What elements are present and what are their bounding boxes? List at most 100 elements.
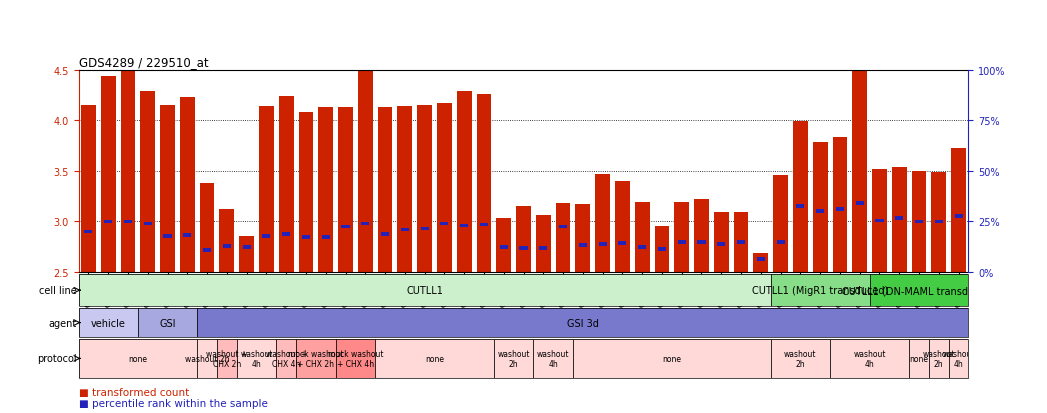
Bar [576,205,591,273]
Bar [79,309,138,337]
Bar [895,217,904,221]
Bar [183,233,192,237]
Text: ■ percentile rank within the sample: ■ percentile rank within the sample [79,399,267,408]
Text: washout
4h: washout 4h [853,349,886,368]
Bar [737,240,745,244]
Bar [79,275,771,306]
Bar [375,339,494,378]
Bar [714,213,729,273]
Bar [79,339,197,378]
Bar [852,47,867,273]
Bar [296,339,336,378]
Bar [120,71,135,273]
Text: washout
2h: washout 2h [922,349,955,368]
Bar [163,234,172,238]
Bar [654,226,669,273]
Bar [773,176,788,273]
Bar [417,106,432,273]
Bar [638,245,646,249]
Text: CUTLL1 (DN-MAML transduced): CUTLL1 (DN-MAML transduced) [842,285,996,295]
Text: none: none [663,354,682,363]
Bar [243,245,250,249]
Text: washout +
CHX 4h: washout + CHX 4h [266,349,307,368]
Text: cell line: cell line [39,285,76,295]
Bar [556,204,571,273]
Bar [197,339,217,378]
Bar [101,76,115,273]
Bar [734,213,749,273]
Bar [599,242,606,246]
Bar [318,108,333,273]
Bar [263,234,270,238]
Bar [223,244,231,248]
Bar [239,236,254,273]
Bar [929,339,949,378]
Bar [276,339,296,378]
Bar [836,208,844,212]
Text: CUTLL1 (MigR1 transduced): CUTLL1 (MigR1 transduced) [752,285,888,295]
Bar [421,227,428,231]
Bar [875,219,884,223]
Bar [912,171,927,273]
Text: washout
2h: washout 2h [784,349,817,368]
Text: agent: agent [48,318,76,328]
Bar [915,220,923,224]
Bar [401,228,409,232]
Bar [441,222,448,226]
Text: washout
2h: washout 2h [497,349,530,368]
Bar [935,220,943,224]
Bar [336,339,375,378]
Bar [757,257,765,261]
Bar [812,143,827,273]
Bar [85,230,92,234]
Bar [143,222,152,226]
Bar [138,309,197,337]
Bar [951,148,966,273]
Bar [200,183,215,273]
Text: washout +
CHX 2h: washout + CHX 2h [206,349,247,368]
Bar [259,107,274,273]
Bar [793,122,808,273]
Text: washout
4h: washout 4h [240,349,273,368]
Text: CUTLL1: CUTLL1 [406,285,443,295]
Text: mock washout
+ CHX 4h: mock washout + CHX 4h [328,349,383,368]
Bar [559,225,567,229]
Bar [197,309,968,337]
Bar [499,245,508,249]
Text: washout
4h: washout 4h [942,349,975,368]
Bar [573,339,771,378]
Bar [658,247,666,251]
Text: GSI 3d: GSI 3d [566,318,599,328]
Bar [519,246,528,250]
Bar [437,104,452,273]
Bar [533,339,573,378]
Bar [615,182,630,273]
Bar [302,235,310,239]
Bar [496,219,511,273]
Bar [358,46,373,273]
Bar [634,203,649,273]
Text: GSI: GSI [159,318,176,328]
Text: washout
4h: washout 4h [537,349,570,368]
Bar [203,248,211,252]
Text: ■ transformed count: ■ transformed count [79,387,188,397]
Bar [909,339,929,378]
Bar [771,275,870,306]
Bar [717,242,726,246]
Bar [694,200,709,273]
Text: none: none [425,354,444,363]
Bar [494,339,533,378]
Bar [892,167,907,273]
Bar [932,173,946,273]
Bar [872,169,887,273]
Bar [160,106,175,273]
Bar [476,95,491,273]
Bar [870,275,968,306]
Bar [298,113,313,273]
Bar [180,98,195,273]
Bar [797,205,804,209]
Bar [378,108,393,273]
Bar [237,339,276,378]
Bar [217,339,237,378]
Bar [674,203,689,273]
